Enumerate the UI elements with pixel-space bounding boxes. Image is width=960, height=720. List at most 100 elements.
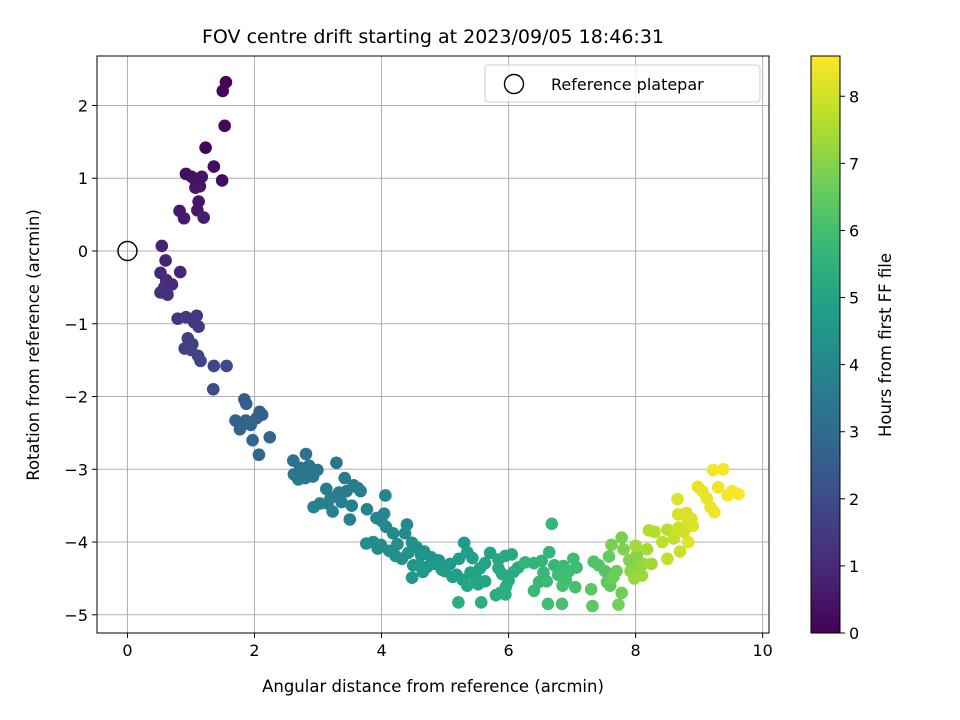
colorbar-tick-label: 6 <box>849 221 859 240</box>
data-point <box>505 548 519 561</box>
data-point <box>159 254 172 267</box>
data-point <box>671 492 684 506</box>
x-tick-label: 2 <box>249 641 259 660</box>
data-point <box>617 543 630 556</box>
data-point <box>220 359 233 373</box>
data-point <box>386 527 400 540</box>
data-point <box>655 535 669 549</box>
data-point <box>398 527 412 540</box>
data-point <box>335 495 348 509</box>
data-point <box>648 525 661 539</box>
data-point <box>615 586 628 600</box>
data-point <box>499 588 512 601</box>
data-point <box>246 433 259 447</box>
data-point <box>474 596 488 609</box>
data-point <box>667 532 681 545</box>
data-point <box>708 505 721 519</box>
colorbar-tick-label: 3 <box>849 423 859 442</box>
data-point <box>218 119 231 133</box>
data-point <box>635 569 649 582</box>
data-point <box>379 489 392 502</box>
data-point <box>556 579 569 593</box>
data-point <box>682 535 695 549</box>
data-point <box>555 597 569 611</box>
data-point <box>195 170 209 184</box>
data-point <box>452 552 466 566</box>
data-point <box>602 550 616 563</box>
data-point <box>661 523 674 536</box>
data-point <box>615 531 628 544</box>
legend-entry-reference: Reference platepar <box>551 75 704 94</box>
colorbar <box>810 55 841 634</box>
data-point <box>216 84 230 98</box>
data-point <box>677 525 691 539</box>
y-tick-label: −4 <box>64 533 88 552</box>
colorbar-tick-label: 2 <box>849 490 859 509</box>
colorbar-tick-label: 1 <box>849 557 859 576</box>
colorbar-tick-label: 5 <box>849 289 859 308</box>
data-point <box>343 513 357 526</box>
data-point <box>607 570 620 584</box>
data-point <box>711 481 725 494</box>
data-point <box>360 537 373 550</box>
data-point <box>360 503 374 516</box>
data-point <box>629 539 642 552</box>
data-point <box>640 543 654 556</box>
data-point <box>542 545 556 559</box>
data-point <box>706 463 720 477</box>
data-point <box>716 462 730 476</box>
data-point <box>207 359 221 373</box>
x-tick-label: 0 <box>122 641 132 660</box>
data-point <box>416 565 430 579</box>
data-point <box>207 160 221 173</box>
colorbar-tick-label: 4 <box>849 356 859 375</box>
data-point <box>299 447 313 461</box>
data-point <box>661 552 674 566</box>
y-axis-label: Rotation from reference (arcmin) <box>24 209 43 481</box>
data-point <box>307 500 320 514</box>
reference-marker <box>117 240 138 262</box>
data-point <box>527 584 541 598</box>
y-tick-label: −1 <box>64 315 88 334</box>
data-point <box>545 517 559 531</box>
legend-marker-reference <box>503 73 525 95</box>
colorbar-tick-label: 7 <box>849 154 859 173</box>
data-point <box>446 570 459 584</box>
y-tick-label: 0 <box>78 242 88 261</box>
data-point <box>155 239 169 253</box>
data-point <box>732 487 745 501</box>
data-point <box>197 211 211 224</box>
data-point <box>233 422 247 436</box>
y-tick-label: −2 <box>64 388 88 407</box>
data-point <box>299 471 312 485</box>
colorbar-ticks: 0 1 2 3 4 5 6 7 8 <box>840 87 859 643</box>
data-point <box>567 552 580 566</box>
legend-box <box>484 64 761 103</box>
data-point <box>263 430 277 444</box>
data-point <box>177 211 191 225</box>
data-point <box>252 448 266 462</box>
data-point <box>686 519 700 533</box>
legend: Reference platepar <box>484 64 761 103</box>
data-point <box>630 548 644 562</box>
data-point <box>345 499 358 512</box>
data-point <box>354 484 367 498</box>
data-point <box>173 265 187 279</box>
data-point <box>540 575 553 588</box>
data-point <box>466 551 479 565</box>
data-point <box>192 320 205 333</box>
y-axis-ticks: −5 −4 −3 −2 −1 0 1 2 <box>64 96 97 625</box>
data-point <box>457 536 471 550</box>
data-point <box>605 538 618 552</box>
data-point <box>206 382 220 396</box>
data-point <box>541 597 555 611</box>
x-axis-label: Angular distance from reference (arcmin) <box>262 677 604 696</box>
data-point <box>535 554 548 568</box>
data-point <box>586 599 599 613</box>
data-point <box>194 354 207 368</box>
y-tick-label: −3 <box>64 460 88 479</box>
data-point <box>645 557 658 571</box>
x-tick-label: 6 <box>503 641 513 660</box>
y-tick-label: −5 <box>64 606 88 625</box>
reference-platepar-marker <box>117 240 138 262</box>
